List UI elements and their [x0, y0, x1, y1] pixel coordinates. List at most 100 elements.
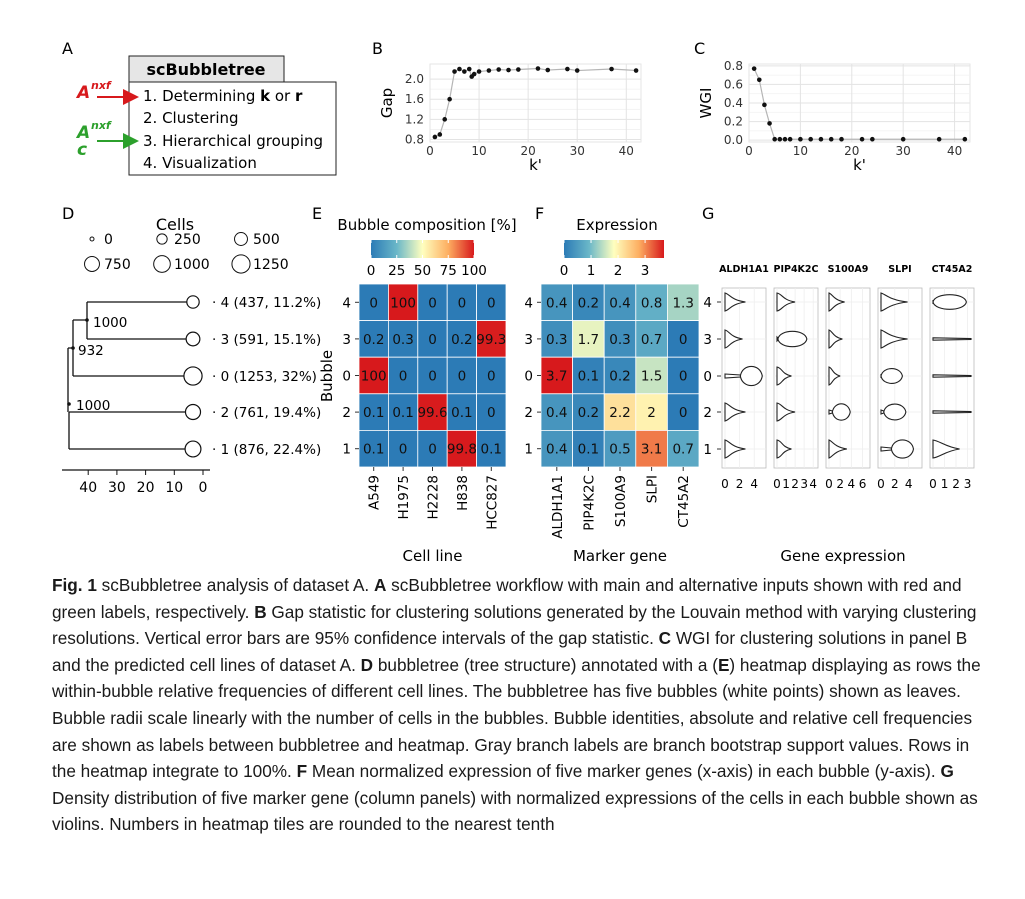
composition-cell-label: 0.1 — [392, 405, 413, 421]
expression-cell-label: 1.5 — [641, 369, 662, 385]
wgi-ytick-label: 0.8 — [724, 59, 743, 73]
wgi-point — [756, 77, 762, 83]
composition-heatmap: Bubble composition [%]0 25 50 75 1000 100 0 0 04… — [318, 216, 517, 565]
violin-xlabel: Gene expression — [780, 547, 905, 565]
figure-caption: Fig. 1 scBubbletree analysis of dataset … — [52, 572, 992, 838]
gap-point — [609, 66, 614, 72]
tree-x-tick-label: 40 — [79, 480, 97, 496]
main-input-label: A — [75, 83, 90, 103]
violin-shape — [828, 366, 841, 386]
alt-input-sub: c — [77, 140, 87, 160]
gap-point — [476, 69, 482, 74]
cells-legend-symbol — [156, 233, 168, 245]
cells-legend-title: Cells — [156, 215, 194, 234]
wgi-xtick-label: 20 — [844, 144, 859, 158]
violin-shape — [776, 439, 792, 459]
gap-plot-area — [429, 63, 642, 143]
expression-row-label: 3 — [524, 332, 533, 348]
composition-row-label: 2 — [342, 405, 351, 421]
composition-cell-label: 100 — [390, 295, 416, 311]
violin-shape — [880, 439, 915, 459]
wgi-point — [870, 136, 875, 142]
expression-cell-label: 0.4 — [546, 295, 567, 311]
composition-col-label: H1975 — [396, 475, 412, 520]
alt-input-label: A — [75, 123, 90, 143]
violin-shape — [880, 329, 908, 349]
gap-ylabel: Gap — [378, 88, 396, 118]
gap-point — [574, 68, 580, 73]
bubble-leaf — [184, 440, 202, 458]
expression-cell-label: 0.3 — [609, 332, 630, 348]
bubble-leaf — [186, 295, 200, 309]
workflow-step-2: 2. Clustering — [143, 109, 239, 127]
composition-legend-title: Bubble composition [%] — [337, 216, 516, 234]
gap-ytick-label: 0.8 — [405, 132, 424, 146]
violin-shape — [776, 402, 796, 422]
wgi-point — [777, 136, 783, 142]
gap-point — [486, 68, 492, 73]
expression-cell-label: 2.2 — [609, 405, 630, 421]
caption-panel-ref: E — [717, 654, 730, 675]
violin-xtick-label: 2 — [836, 477, 844, 491]
expression-cell-label: 0.7 — [641, 332, 662, 348]
expression-cell — [635, 393, 668, 431]
expression-cell-label: 1.7 — [578, 332, 599, 348]
composition-cell — [387, 283, 419, 321]
composition-cell — [446, 320, 478, 358]
gap-point — [471, 71, 477, 77]
bubble-label: · 0 (1253, 32%) — [212, 369, 317, 385]
expression-col-label: S100A9 — [613, 475, 629, 527]
gap-ytick-label: 2.0 — [405, 72, 424, 86]
composition-colorbar-label: 0 — [367, 263, 376, 279]
expression-cell-label: 0.3 — [546, 332, 567, 348]
gap-point — [516, 67, 521, 72]
tree-x-tick-label: 0 — [199, 480, 208, 496]
violin-xtick-label: 4 — [750, 477, 758, 491]
workflow-step-1: 1. Determining k or r — [143, 87, 303, 105]
expression-colorbar — [564, 240, 664, 258]
cells-legend-label: 1000 — [174, 257, 210, 273]
composition-cell — [476, 320, 507, 358]
violin-shape — [724, 402, 746, 422]
wgi-series-line — [753, 68, 965, 140]
composition-cell — [358, 283, 389, 321]
caption-panel-ref: D — [360, 654, 374, 675]
gap-xtick-label: 0 — [426, 144, 434, 158]
violin-row-label: 3 — [703, 332, 712, 348]
bubble-label: · 1 (876, 22.4%) — [212, 442, 321, 458]
expression-cell-label: 0.1 — [578, 369, 599, 385]
violin-xtick-label: 4 — [809, 477, 817, 491]
tree-node — [71, 346, 75, 350]
composition-cell-label: 0 — [428, 442, 437, 458]
violin-xtick-label: 4 — [905, 477, 913, 491]
branch-support-label: 1000 — [93, 315, 127, 331]
composition-cell-label: 99.6 — [417, 405, 447, 421]
caption-text: scBubbletree analysis of dataset A. — [96, 575, 374, 595]
violin-shape — [828, 439, 847, 459]
composition-cell-label: 0 — [487, 295, 496, 311]
violin-row-label: 1 — [703, 442, 712, 458]
violin-shape — [828, 329, 843, 349]
violin-xtick-label: 0 — [877, 477, 885, 491]
violin-xtick-label: 2 — [791, 477, 799, 491]
wgi-point — [859, 136, 865, 142]
composition-cell-label: 0 — [428, 295, 437, 311]
wgi-point — [900, 136, 906, 142]
composition-cell-label: 0 — [399, 369, 408, 385]
violin-xtick-label: 2 — [952, 477, 960, 491]
wgi-point — [751, 66, 757, 71]
bubbletree: Cells 0 250 500 750 1000 1250 1000 932 1000 · 4 (4… — [62, 215, 321, 496]
expression-cell-label: 0.2 — [609, 369, 630, 385]
composition-cell-label: 0.1 — [363, 442, 384, 458]
composition-colorbar-label: 75 — [440, 263, 457, 279]
expression-cell-label: 0.5 — [609, 442, 630, 458]
expression-cell — [603, 320, 637, 358]
wgi-ytick-label: 0.6 — [724, 77, 743, 91]
expression-cell — [667, 393, 700, 431]
caption-text: Gap statistic for clustering solutions g… — [52, 601, 977, 649]
wgi-ylabel: WGI — [697, 88, 715, 119]
violin-shape — [776, 330, 808, 348]
cells-legend-symbol — [231, 254, 251, 274]
composition-row-label: 4 — [342, 295, 351, 311]
violin-xtick-label: 2 — [736, 477, 744, 491]
